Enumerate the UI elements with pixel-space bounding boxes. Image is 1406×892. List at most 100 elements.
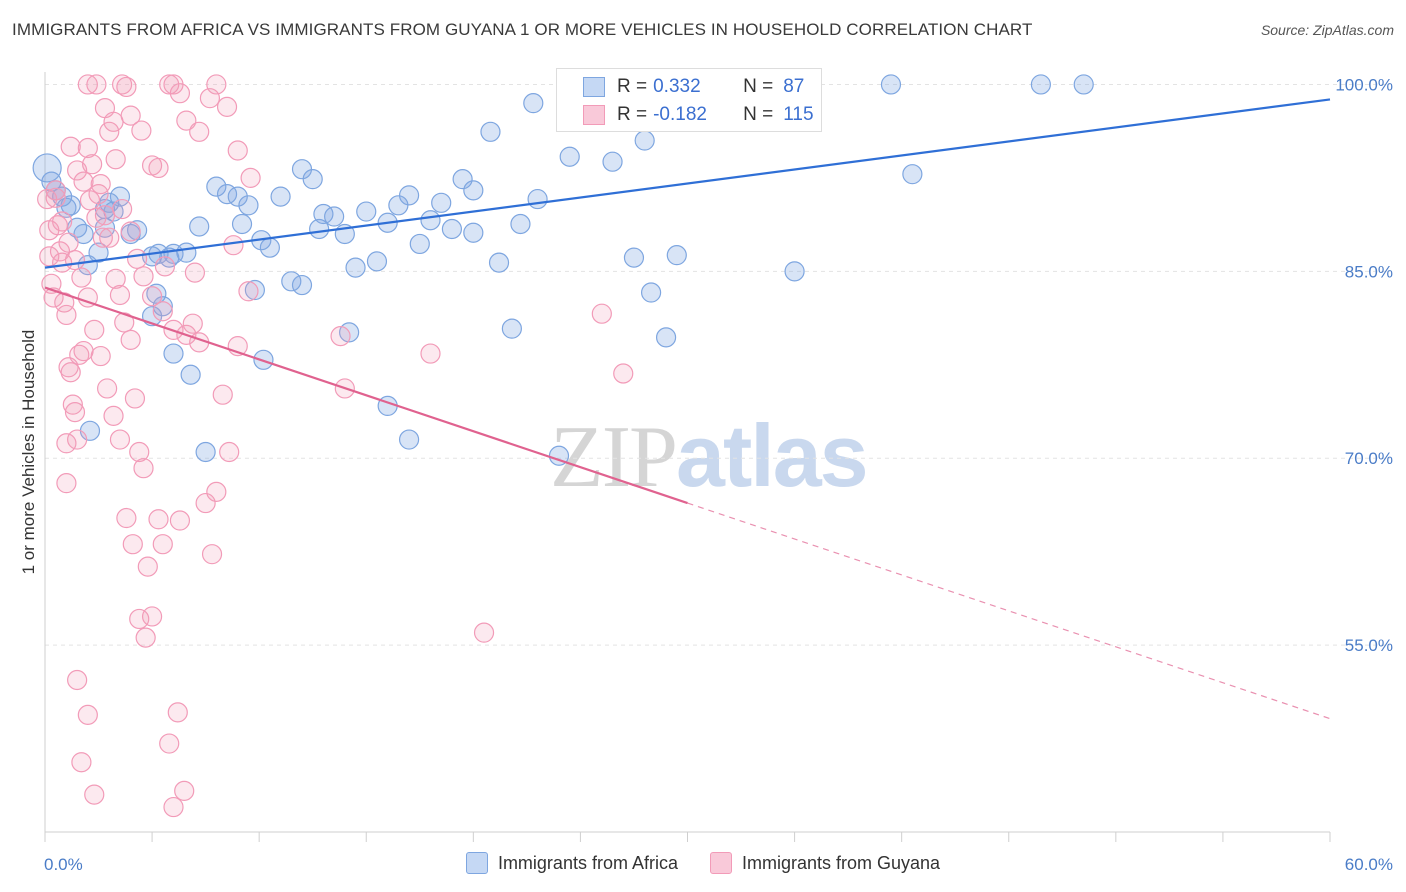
- source-label: Source: ZipAtlas.com: [1260, 22, 1394, 38]
- guyana-point: [420, 343, 441, 364]
- guyana-point: [141, 606, 163, 627]
- guyana-trend-line-extension: [687, 502, 1331, 720]
- guyana-point: [129, 441, 150, 463]
- guyana-point: [111, 198, 133, 220]
- y-tick-label: 100.0%: [1335, 75, 1393, 94]
- africa-point: [32, 153, 62, 183]
- guyana-point: [67, 160, 88, 181]
- africa-point: [488, 252, 510, 273]
- guyana-point: [167, 702, 188, 723]
- guyana-point: [613, 363, 634, 384]
- africa-point: [655, 327, 677, 348]
- guyana-point: [105, 268, 126, 289]
- africa-point: [784, 261, 805, 282]
- guyana-point: [133, 458, 154, 479]
- africa-point: [231, 213, 253, 235]
- africa-point: [73, 223, 94, 245]
- guyana-point: [90, 345, 111, 367]
- guyana-point: [195, 492, 216, 514]
- africa-point: [398, 429, 420, 450]
- guyana-point: [163, 796, 184, 818]
- africa-point: [126, 220, 148, 241]
- guyana-point: [71, 752, 92, 773]
- africa-point: [640, 282, 662, 303]
- africa-point: [345, 257, 366, 278]
- africa-point: [270, 186, 291, 207]
- guyana-point: [64, 402, 86, 423]
- guyana-point: [79, 190, 101, 211]
- guyana-point: [216, 96, 238, 117]
- legend-r-label: R =: [617, 104, 648, 125]
- legend-swatch-guyana: [583, 105, 605, 125]
- series-legend-item-africa[interactable]: Immigrants from Africa: [465, 852, 678, 874]
- watermark-zip: ZIP: [550, 409, 678, 506]
- guyana-trend-line: [44, 286, 688, 505]
- guyana-point: [206, 74, 227, 95]
- guyana-point: [131, 120, 152, 141]
- guyana-point: [148, 509, 169, 530]
- africa-point: [634, 130, 655, 151]
- guyana-point: [52, 211, 73, 232]
- guyana-point: [330, 326, 351, 347]
- chart-title: IMMIGRANTS FROM AFRICA VS IMMIGRANTS FRO…: [12, 20, 1033, 39]
- guyana-point: [45, 187, 66, 208]
- guyana-point: [473, 622, 495, 643]
- africa-point: [1073, 74, 1094, 95]
- guyana-point: [109, 284, 131, 306]
- africa-point: [227, 186, 248, 207]
- guyana-point: [64, 250, 86, 271]
- y-tick-label: 55.0%: [1345, 636, 1393, 655]
- guyana-point: [148, 157, 169, 179]
- guyana-point: [116, 76, 137, 98]
- guyana-point: [174, 780, 195, 801]
- africa-point: [88, 242, 109, 263]
- guyana-point: [82, 154, 103, 175]
- guyana-point: [159, 74, 180, 95]
- africa-point: [409, 233, 430, 255]
- guyana-point: [58, 232, 79, 253]
- guyana-point: [223, 235, 244, 256]
- guyana-point: [77, 704, 98, 725]
- guyana-point: [120, 329, 141, 350]
- africa-point: [463, 222, 484, 243]
- guyana-point: [169, 510, 191, 531]
- legend-r-value: 0.332: [653, 76, 701, 97]
- series-legend-item-guyana[interactable]: Immigrants from Guyana: [709, 852, 941, 874]
- guyana-point: [67, 669, 88, 691]
- correlation-legend: R = 0.332 N = 87 R = -0.182 N = 115: [556, 68, 822, 132]
- x-tick-label: 0.0%: [44, 855, 83, 874]
- africa-point: [238, 195, 259, 216]
- series-legend-label: Immigrants from Guyana: [741, 852, 941, 873]
- guyana-point: [52, 252, 73, 273]
- africa-point: [452, 169, 473, 190]
- africa-point: [163, 343, 184, 364]
- africa-point: [902, 164, 923, 185]
- x-tick-label: 60.0%: [1345, 855, 1393, 874]
- legend-n-value: 115: [783, 104, 814, 125]
- y-tick-label: 70.0%: [1345, 449, 1393, 468]
- africa-point: [109, 186, 131, 207]
- guyana-point: [39, 246, 60, 267]
- africa-point: [523, 93, 544, 114]
- africa-point: [666, 245, 687, 266]
- africa-point: [366, 251, 388, 272]
- legend-row-africa: R = 0.332 N = 87: [557, 73, 804, 101]
- guyana-point: [77, 137, 98, 159]
- y-tick-label: 85.0%: [1345, 262, 1393, 281]
- africa-point: [1030, 74, 1051, 95]
- guyana-point: [73, 340, 94, 362]
- africa-point: [324, 206, 345, 227]
- guyana-point: [77, 74, 98, 95]
- guyana-point: [152, 301, 173, 322]
- guyana-point: [124, 388, 146, 409]
- legend-r-value: -0.182: [653, 104, 707, 125]
- africa-point: [244, 279, 265, 301]
- africa-point: [356, 201, 377, 222]
- legend-n-label: N =: [743, 76, 774, 97]
- guyana-point: [86, 207, 107, 228]
- guyana-point: [60, 136, 81, 157]
- guyana-point: [84, 784, 105, 805]
- y-axis-label: 1 or more Vehicles in Household: [19, 330, 38, 575]
- legend-n-label: N =: [743, 104, 774, 125]
